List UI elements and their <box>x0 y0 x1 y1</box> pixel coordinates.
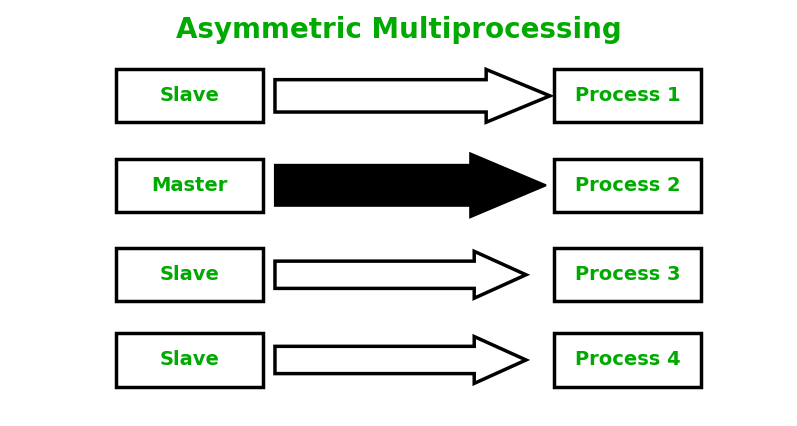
Text: Slave: Slave <box>159 265 219 284</box>
Polygon shape <box>275 251 526 298</box>
FancyBboxPatch shape <box>116 158 263 212</box>
Polygon shape <box>275 153 546 217</box>
FancyBboxPatch shape <box>554 248 701 302</box>
Polygon shape <box>275 337 526 383</box>
FancyBboxPatch shape <box>554 69 701 122</box>
Text: Slave: Slave <box>159 86 219 105</box>
Text: Master: Master <box>151 176 227 195</box>
FancyBboxPatch shape <box>116 69 263 122</box>
Text: Process 4: Process 4 <box>575 351 681 369</box>
Text: Process 3: Process 3 <box>575 265 681 284</box>
Text: Process 1: Process 1 <box>575 86 681 105</box>
Text: Slave: Slave <box>159 351 219 369</box>
FancyBboxPatch shape <box>554 333 701 387</box>
FancyBboxPatch shape <box>554 158 701 212</box>
Text: Process 2: Process 2 <box>575 176 681 195</box>
Text: Asymmetric Multiprocessing: Asymmetric Multiprocessing <box>175 16 622 44</box>
FancyBboxPatch shape <box>116 333 263 387</box>
Polygon shape <box>275 69 550 122</box>
FancyBboxPatch shape <box>116 248 263 302</box>
